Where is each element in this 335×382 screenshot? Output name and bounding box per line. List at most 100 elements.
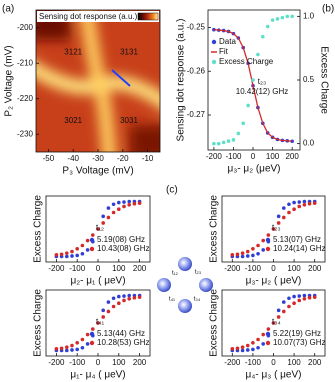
data-point xyxy=(111,210,116,215)
x-axis-label: μ₃- μ₂ (μeV) xyxy=(227,164,280,175)
data-point xyxy=(106,215,111,220)
x-tick-label: 200 xyxy=(308,358,322,367)
data-point xyxy=(246,103,250,108)
data-point xyxy=(297,298,302,303)
y2-tick-label: 0.0 xyxy=(303,139,315,148)
legend-swatch xyxy=(89,237,95,243)
y2-axis-label: Excess Charge xyxy=(318,46,329,114)
y-tick-label: -200 xyxy=(17,23,34,32)
legend-label: 5.13(07) GHz xyxy=(273,235,321,244)
data-point xyxy=(101,221,105,225)
x-tick-label: -200 xyxy=(48,358,65,367)
data-point xyxy=(292,207,296,211)
data-point xyxy=(297,200,302,204)
data-point xyxy=(216,141,221,146)
data-point xyxy=(302,293,307,298)
x-tick-label: -100 xyxy=(225,152,242,161)
legend-swatch xyxy=(265,340,271,346)
data-point xyxy=(266,327,271,331)
data-point xyxy=(235,252,240,257)
x-axis-label: μ₁- μ₄ ( μeV) xyxy=(70,370,125,381)
data-point xyxy=(85,248,90,252)
coupling-label: t₃₄ xyxy=(194,297,201,303)
data-point xyxy=(122,294,126,298)
colorbar xyxy=(137,12,159,21)
y-axis-label: P₂ Voltage (mV) xyxy=(4,45,15,116)
legend-swatch xyxy=(89,340,95,346)
data-point xyxy=(75,247,79,251)
data-point xyxy=(132,295,137,300)
data-point xyxy=(302,203,307,207)
data-point xyxy=(231,138,236,142)
data-point xyxy=(287,210,291,215)
colorbar-label-bg xyxy=(37,11,159,22)
data-point xyxy=(54,347,59,351)
data-point xyxy=(261,332,266,337)
data-point xyxy=(292,200,296,205)
data-point xyxy=(290,14,294,19)
coupling-label: t₁₂ xyxy=(172,271,179,277)
x-tick-label: 200 xyxy=(308,264,322,273)
data-point xyxy=(245,254,250,258)
x-tick-label: -50 xyxy=(43,154,55,163)
annotation: 10.42(12) GHz xyxy=(236,87,288,96)
data-point xyxy=(292,301,296,306)
data-point xyxy=(127,297,131,301)
data-point xyxy=(271,227,276,231)
x-tick-label: 0 xyxy=(251,152,256,161)
data-point xyxy=(59,346,64,351)
data-point xyxy=(117,301,121,306)
legend-swatch xyxy=(211,39,217,45)
data-point xyxy=(312,295,317,299)
data-point xyxy=(212,141,216,146)
legend-label: 5.13(44) GHz xyxy=(97,329,145,338)
legend-swatch xyxy=(265,237,271,243)
y-axis-label: Excess Charge xyxy=(33,289,44,357)
x-tick-label: 0 xyxy=(271,358,276,367)
x-axis-label: P₃ Voltage (mV) xyxy=(62,166,133,177)
data-point xyxy=(221,140,226,145)
data-point xyxy=(276,221,281,225)
data-point xyxy=(85,332,90,337)
legend-label: Excess Charge xyxy=(219,57,274,66)
legend-label: 10.43(08) GHz xyxy=(97,244,149,253)
x-tick-label: -200 xyxy=(224,264,241,273)
region-label: 3131 xyxy=(120,48,138,57)
y2-tick-label: 0.5 xyxy=(303,75,315,84)
data-point xyxy=(287,202,291,207)
data-point xyxy=(65,348,69,353)
data-point xyxy=(256,345,260,350)
x-tick-label: -100 xyxy=(245,264,262,273)
data-point xyxy=(235,346,240,351)
x-tick-label: 100 xyxy=(112,358,126,367)
data-point xyxy=(65,254,69,259)
x-tick-label: -200 xyxy=(206,152,223,161)
x-tick-label: 0 xyxy=(96,264,101,273)
data-point xyxy=(127,199,131,204)
data-point xyxy=(261,248,266,252)
data-point xyxy=(251,347,255,352)
y-tick-label: -220 xyxy=(17,94,34,103)
x-tick-label: -100 xyxy=(245,358,262,367)
y-tick-label: -210 xyxy=(17,58,34,67)
qd-diagram xyxy=(157,257,213,313)
data-point xyxy=(91,327,95,331)
data-point xyxy=(287,296,291,301)
data-point xyxy=(256,251,260,256)
data-point xyxy=(285,14,290,19)
colorbar-label: Sensing dot response (a.u.) xyxy=(39,12,138,21)
x-tick-label: -10 xyxy=(142,154,154,163)
data-point xyxy=(251,341,255,345)
legend-label: Fit xyxy=(219,47,229,56)
data-point xyxy=(230,253,235,257)
data-point xyxy=(85,238,90,243)
data-point xyxy=(106,206,111,210)
x-tick-label: 200 xyxy=(133,264,147,273)
data-point xyxy=(65,251,69,255)
legend-label: 5.22(19) GHz xyxy=(273,329,321,338)
region-label: 3021 xyxy=(64,116,82,125)
x-tick-label: 100 xyxy=(287,264,301,273)
data-point xyxy=(80,251,85,256)
panel-label: (c) xyxy=(166,185,178,196)
data-point xyxy=(240,348,245,353)
